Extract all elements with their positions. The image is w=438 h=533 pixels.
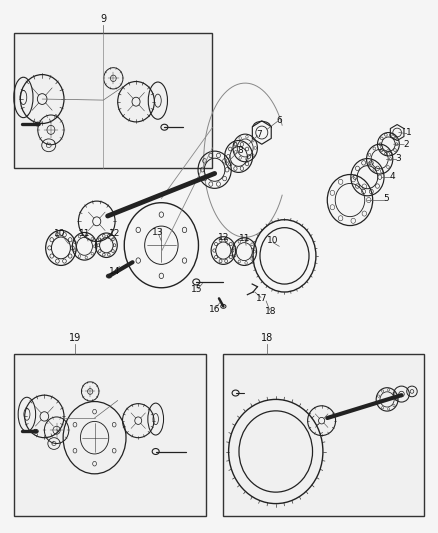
- Text: 19: 19: [69, 333, 81, 343]
- Text: 5: 5: [383, 194, 389, 203]
- Bar: [14, 33, 212, 168]
- Text: 18: 18: [265, 307, 276, 316]
- Text: 14: 14: [109, 268, 120, 276]
- Text: 13: 13: [152, 228, 164, 237]
- Text: 12: 12: [218, 233, 229, 242]
- Bar: [223, 354, 424, 516]
- Text: 11: 11: [239, 234, 250, 243]
- Text: 10: 10: [54, 229, 65, 238]
- Text: 10: 10: [266, 237, 278, 246]
- Text: 16: 16: [209, 304, 220, 313]
- Text: 4: 4: [390, 172, 396, 181]
- Text: 6: 6: [276, 116, 282, 125]
- Text: 18: 18: [261, 333, 273, 343]
- Text: 1: 1: [406, 128, 412, 137]
- Bar: [14, 354, 206, 516]
- Text: 11: 11: [79, 229, 90, 238]
- Text: 8: 8: [237, 146, 243, 155]
- Text: 17: 17: [256, 294, 268, 303]
- Text: 12: 12: [110, 229, 121, 238]
- Text: 2: 2: [403, 140, 409, 149]
- Text: 7: 7: [256, 130, 262, 139]
- Text: 3: 3: [395, 154, 401, 163]
- Text: 9: 9: [100, 14, 106, 25]
- Text: 15: 15: [191, 285, 203, 294]
